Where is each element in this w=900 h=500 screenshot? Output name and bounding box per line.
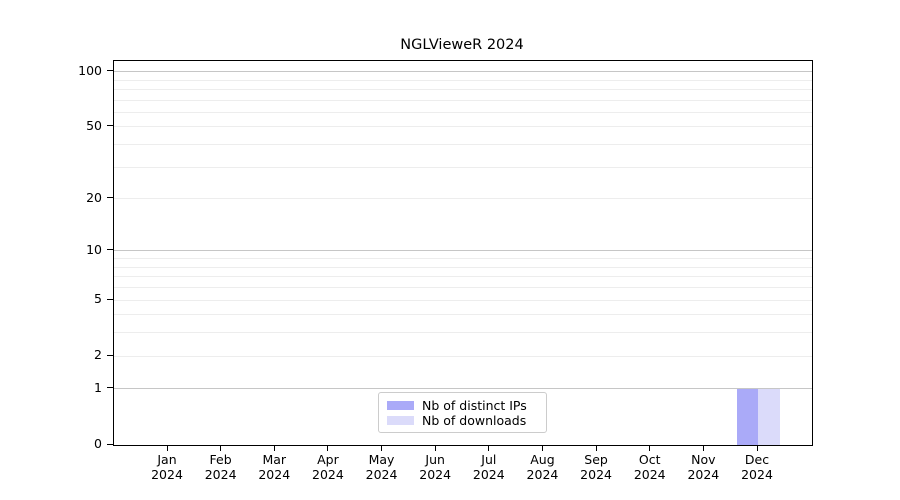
y-axis-tick [107, 249, 113, 251]
x-axis-tick [649, 445, 651, 451]
x-axis-tick-label: Dec 2024 [741, 452, 773, 482]
y-axis-tick-label: 10 [86, 241, 102, 257]
x-axis-tick [166, 445, 168, 451]
chart-title: NGLVieweR 2024 [400, 37, 524, 53]
x-axis-tick-label: Apr 2024 [312, 452, 344, 482]
x-axis-tick-label: Aug 2024 [526, 452, 559, 482]
x-axis-tick-label: Sep 2024 [580, 452, 612, 482]
y-axis-tick [107, 443, 113, 445]
y-axis-tick-label: 2 [94, 347, 102, 363]
gridline-minor [114, 332, 812, 334]
bar-nb-of-distinct-ips [736, 388, 758, 445]
x-axis-tick [327, 445, 329, 451]
x-axis-tick [381, 445, 383, 451]
y-axis-tick [107, 197, 113, 199]
x-axis-tick-label: Oct 2024 [633, 452, 666, 482]
legend-label-downloads: Nb of downloads [422, 413, 527, 428]
y-axis-tick [107, 354, 113, 356]
legend-label-distinct-ips: Nb of distinct IPs [422, 398, 527, 413]
x-axis-tick-label: Jul 2024 [472, 452, 505, 482]
x-axis-tick-label: Feb 2024 [204, 452, 237, 482]
x-axis-tick-label: Nov 2024 [687, 452, 720, 482]
x-axis-tick [434, 445, 436, 451]
x-axis-tick [756, 445, 758, 451]
gridline-minor [114, 198, 812, 200]
gridline-minor [114, 355, 812, 357]
y-axis-tick-label: 1 [94, 379, 102, 395]
x-axis-tick [273, 445, 275, 451]
gridline-minor [114, 99, 812, 101]
legend-item-downloads: Nb of downloads [387, 413, 538, 428]
x-axis-tick-label: Mar 2024 [258, 452, 291, 482]
gridline-major [114, 71, 812, 73]
legend-swatch-distinct-ips [387, 401, 414, 410]
gridline-minor [114, 111, 812, 113]
y-axis-tick [107, 387, 113, 389]
legend: Nb of distinct IPs Nb of downloads [378, 392, 547, 433]
x-axis-tick [702, 445, 704, 451]
gridline-minor [114, 299, 812, 301]
x-axis-tick-label: May 2024 [365, 452, 398, 482]
x-axis-tick [595, 445, 597, 451]
gridline-minor [114, 166, 812, 168]
gridline-minor [114, 258, 812, 260]
y-axis-tick-label: 100 [78, 62, 102, 78]
gridline-minor [114, 79, 812, 81]
legend-item-distinct-ips: Nb of distinct IPs [387, 398, 538, 413]
gridline-minor [114, 144, 812, 146]
gridline-minor [114, 126, 812, 128]
y-axis-tick [107, 298, 113, 300]
x-axis-tick [541, 445, 543, 451]
gridline-minor [114, 314, 812, 316]
legend-swatch-downloads [387, 416, 414, 425]
gridline-minor [114, 287, 812, 289]
y-axis-tick [107, 125, 113, 127]
y-axis-tick [107, 70, 113, 72]
gridline-minor [114, 266, 812, 268]
gridline-minor [114, 88, 812, 90]
gridline-minor [114, 276, 812, 278]
y-axis-tick-label: 50 [86, 117, 102, 133]
x-axis-tick-label: Jun 2024 [419, 452, 452, 482]
y-axis-tick-label: 20 [86, 189, 102, 205]
x-axis-tick [220, 445, 222, 451]
gridline-major [114, 388, 812, 390]
x-axis-tick-label: Jan 2024 [151, 452, 183, 482]
bar-nb-of-downloads [758, 388, 780, 445]
y-axis-tick-label: 5 [94, 291, 102, 307]
x-axis-tick [488, 445, 490, 451]
y-axis-tick-label: 0 [94, 436, 102, 451]
gridline-major [114, 250, 812, 252]
plot-area [113, 60, 813, 446]
